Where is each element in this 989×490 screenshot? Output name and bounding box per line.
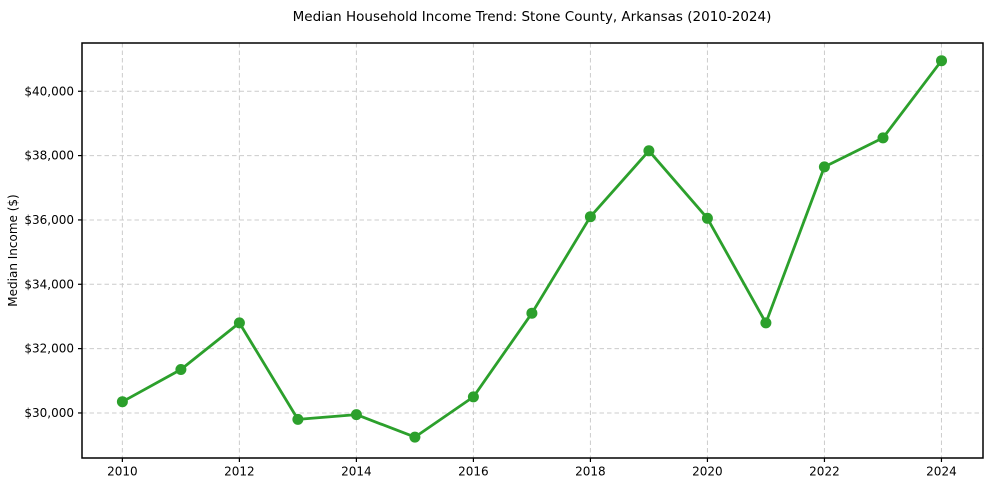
data-point-2024	[936, 55, 947, 67]
x-tick-label: 2020	[692, 465, 723, 479]
data-point-2016	[467, 391, 479, 403]
y-tick-label: $30,000	[24, 406, 74, 420]
x-tick-label: 2010	[107, 465, 138, 479]
axes-layer: 2010 2012 2014 2016 2018 2020 2022 2024 $30,000 $…	[24, 42, 984, 479]
x-tick-label: 2016	[458, 465, 489, 479]
plot-border	[81, 42, 984, 459]
data-point-2022	[818, 161, 830, 173]
data-point-2011	[175, 364, 187, 375]
series-layer	[116, 55, 947, 443]
chart-title: Median Household Income Trend: Stone Cou…	[293, 9, 772, 25]
data-point-2020	[701, 212, 713, 224]
data-point-2017	[526, 307, 538, 319]
x-tick-label: 2024	[926, 465, 957, 479]
data-point-2013	[292, 413, 304, 425]
data-point-2015	[409, 431, 421, 443]
data-point-2021	[760, 317, 772, 329]
y-tick-label: $38,000	[24, 149, 74, 163]
trend-line	[121, 59, 943, 439]
data-point-2018	[584, 211, 596, 223]
y-tick-label: $40,000	[24, 84, 74, 98]
data-point-2010	[116, 396, 128, 408]
data-point-2019	[643, 145, 655, 157]
x-tick-label: 2014	[341, 465, 372, 479]
data-point-2023	[877, 132, 889, 144]
y-tick-label: $36,000	[24, 213, 74, 227]
y-axis-label: Median Income ($)	[6, 194, 20, 306]
data-point-2012	[233, 317, 245, 329]
y-tick-label: $32,000	[24, 342, 74, 356]
x-tick-label: 2022	[809, 465, 840, 479]
y-tick-label: $34,000	[24, 277, 74, 291]
x-tick-label: 2012	[224, 465, 255, 479]
grid-layer	[82, 43, 983, 458]
x-tick-label: 2018	[575, 465, 606, 479]
data-point-2014	[350, 409, 362, 421]
